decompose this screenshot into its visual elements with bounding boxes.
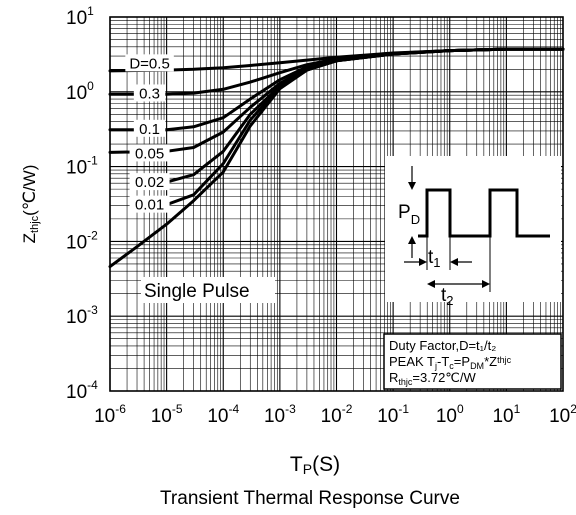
- duty-label-bg: [125, 54, 174, 72]
- duty-factor-box: Duty Factor,D=t₁/t₂ PEAK Tj-Tc=PDM*Zthjc…: [383, 333, 562, 390]
- y-tick-labels: 101 100 10-1 10-2 10-3 10-4: [66, 4, 98, 403]
- x-tick-label: 100: [436, 402, 464, 427]
- duty-factor-box-frame: [383, 333, 562, 390]
- t1-arrow-left-head: [419, 258, 427, 266]
- single-pulse-label-bg: [141, 277, 275, 303]
- y-tick-label: 10-1: [66, 154, 98, 179]
- x-tick-label: 10-4: [207, 402, 239, 427]
- inset-bg: [385, 156, 561, 302]
- duty-label: 0.01: [135, 197, 164, 214]
- duty-label-bg: [129, 144, 170, 162]
- duty-labels: D=0.5 0.3 0.1 0.05 0.02 0.01: [125, 54, 174, 214]
- x-tick-label: 10-6: [94, 402, 126, 427]
- peak-temp-formula: PEAK Tj-Tc=PDM*Zthjc: [389, 354, 512, 371]
- t1-arrow-right-head: [450, 258, 458, 266]
- x-axis-label: TP(S): [290, 453, 340, 477]
- duty-label-bg: [133, 84, 166, 102]
- y-tick-label: 100: [66, 79, 94, 104]
- pulse-waveform-inset: PD t1 t2: [385, 156, 561, 308]
- x-tick-label: 10-1: [377, 402, 409, 427]
- x-tick-label: 10-2: [321, 402, 353, 427]
- x-tick-label: 101: [492, 402, 520, 427]
- y-tick-label: 10-3: [66, 303, 98, 328]
- duty-label: 0.1: [139, 121, 160, 138]
- pulse-waveform: [418, 188, 550, 238]
- duty-factor-text: Duty Factor,D=t₁/t₂: [389, 338, 496, 353]
- curves: [108, 47, 565, 269]
- y-tick-label: 10-2: [66, 228, 98, 253]
- t2-label: t2: [441, 285, 454, 308]
- series-line: [108, 47, 565, 269]
- duty-label-bg: [129, 173, 170, 191]
- rthjc-value: Rthjc=3.72℃/W: [389, 370, 477, 387]
- duty-label-bg: [133, 119, 166, 137]
- pd-label: PD: [398, 202, 420, 227]
- duty-label: D=0.5: [129, 55, 169, 72]
- x-tick-labels: 10-6 10-5 10-4 10-3 10-2 10-1 100 101 102: [94, 402, 576, 427]
- t2-arrow-right-head: [482, 280, 490, 288]
- duty-label: 0.3: [139, 85, 160, 102]
- y-axis-label: Zthjc(℃/W): [20, 165, 41, 244]
- t2-arrow-left-head: [427, 280, 435, 288]
- plot-grid: [109, 17, 563, 392]
- y-tick-label: 10-4: [66, 378, 98, 403]
- x-tick-label: 10-5: [151, 402, 183, 427]
- plot-frame: [109, 16, 564, 392]
- x-tick-label: 10-3: [264, 402, 296, 427]
- duty-label: 0.02: [135, 174, 164, 191]
- single-pulse-label: Single Pulse: [144, 281, 250, 302]
- chart-title: Transient Thermal Response Curve: [160, 488, 460, 509]
- duty-label: 0.05: [135, 145, 164, 162]
- y-tick-label: 101: [66, 4, 94, 29]
- x-tick-label: 102: [549, 402, 576, 427]
- pd-arrow-bottom-head: [408, 236, 416, 244]
- t1-label: t1: [428, 247, 441, 270]
- pd-arrow-top-head: [408, 182, 416, 190]
- duty-label-bg: [129, 195, 170, 213]
